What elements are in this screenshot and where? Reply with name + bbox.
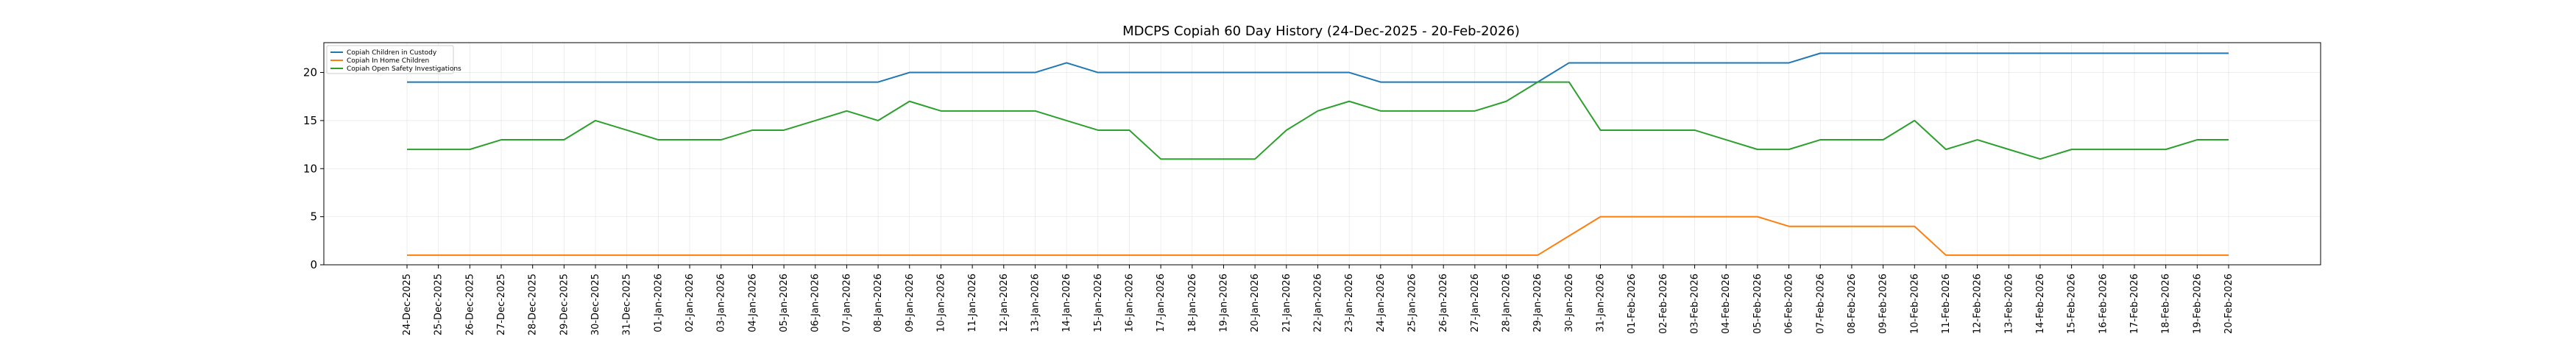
x-tick-label: 25-Dec-2025 [434, 274, 445, 335]
x-tick-label: 18-Jan-2026 [1187, 274, 1198, 332]
x-tick-label: 16-Jan-2026 [1124, 274, 1135, 332]
x-tick-label: 13-Feb-2026 [2003, 274, 2014, 334]
x-tick-label: 20-Feb-2026 [2223, 274, 2234, 334]
y-tick-label: 20 [303, 66, 317, 79]
x-tick-label: 22-Jan-2026 [1313, 274, 1324, 332]
x-tick-label: 09-Feb-2026 [1878, 274, 1889, 334]
x-tick-label: 26-Dec-2025 [464, 274, 475, 335]
x-tick-label: 13-Jan-2026 [1030, 274, 1041, 332]
x-tick-label: 21-Jan-2026 [1281, 274, 1292, 332]
x-tick-label: 27-Jan-2026 [1470, 274, 1481, 332]
x-tick-label: 03-Jan-2026 [716, 274, 727, 332]
x-tick-label: 11-Feb-2026 [1941, 274, 1952, 334]
x-tick-label: 17-Feb-2026 [2129, 274, 2140, 334]
x-tick-label: 27-Dec-2025 [496, 274, 507, 335]
legend-label: Copiah In Home Children [347, 57, 429, 65]
x-tick-label: 07-Feb-2026 [1815, 274, 1826, 334]
x-tick-label: 19-Feb-2026 [2192, 274, 2203, 334]
x-tick-label: 18-Feb-2026 [2161, 274, 2172, 334]
chart-title: MDCPS Copiah 60 Day History (24-Dec-2025… [1122, 24, 1520, 39]
x-tick-label: 10-Jan-2026 [935, 274, 946, 332]
x-tick-label: 20-Jan-2026 [1250, 274, 1261, 332]
x-tick-label: 16-Feb-2026 [2098, 274, 2109, 334]
x-tick-label: 12-Feb-2026 [1972, 274, 1984, 334]
x-tick-label: 31-Jan-2026 [1596, 274, 1607, 332]
legend-label: Copiah Children in Custody [347, 49, 437, 57]
x-tick-label: 31-Dec-2025 [622, 274, 633, 335]
x-tick-label: 01-Jan-2026 [653, 274, 664, 332]
x-tick-label: 17-Jan-2026 [1156, 274, 1167, 332]
x-tick-label: 10-Feb-2026 [1909, 274, 1920, 334]
x-tick-label: 11-Jan-2026 [967, 274, 978, 332]
x-tick-label: 06-Jan-2026 [810, 274, 821, 332]
x-tick-label: 02-Jan-2026 [684, 274, 696, 332]
y-tick-label: 5 [310, 210, 317, 224]
x-tick-label: 08-Feb-2026 [1847, 274, 1858, 334]
y-tick-label: 10 [303, 162, 317, 175]
x-tick-label: 25-Jan-2026 [1407, 274, 1418, 332]
y-tick-label: 0 [310, 258, 317, 271]
x-tick-label: 05-Feb-2026 [1752, 274, 1763, 334]
x-tick-label: 06-Feb-2026 [1784, 274, 1795, 334]
x-tick-label: 28-Jan-2026 [1501, 274, 1512, 332]
x-tick-label: 07-Jan-2026 [841, 274, 852, 332]
x-tick-label: 04-Jan-2026 [747, 274, 758, 332]
x-tick-label: 14-Jan-2026 [1061, 274, 1072, 332]
x-tick-label: 30-Dec-2025 [590, 274, 601, 335]
x-tick-label: 26-Jan-2026 [1438, 274, 1449, 332]
x-tick-label: 19-Jan-2026 [1218, 274, 1229, 332]
x-tick-label: 29-Jan-2026 [1532, 274, 1543, 332]
x-tick-label: 14-Feb-2026 [2035, 274, 2046, 334]
x-tick-label: 23-Jan-2026 [1344, 274, 1355, 332]
x-tick-label: 24-Dec-2025 [402, 274, 413, 335]
x-tick-label: 29-Dec-2025 [559, 274, 570, 335]
x-tick-label: 02-Feb-2026 [1658, 274, 1669, 334]
x-tick-label: 30-Jan-2026 [1564, 274, 1575, 332]
x-tick-label: 01-Feb-2026 [1627, 274, 1638, 334]
x-tick-label: 08-Jan-2026 [873, 274, 884, 332]
x-tick-label: 12-Jan-2026 [999, 274, 1010, 332]
x-tick-label: 05-Jan-2026 [779, 274, 790, 332]
y-tick-label: 15 [303, 114, 317, 127]
x-tick-label: 04-Feb-2026 [1721, 274, 1732, 334]
x-tick-label: 24-Jan-2026 [1376, 274, 1387, 332]
x-tick-label: 09-Jan-2026 [905, 274, 916, 332]
x-tick-label: 15-Feb-2026 [2067, 274, 2078, 334]
x-tick-label: 28-Dec-2025 [528, 274, 539, 335]
x-tick-label: 15-Jan-2026 [1093, 274, 1104, 332]
legend-label: Copiah Open Safety Investigations [347, 65, 461, 73]
x-tick-label: 03-Feb-2026 [1690, 274, 1701, 334]
